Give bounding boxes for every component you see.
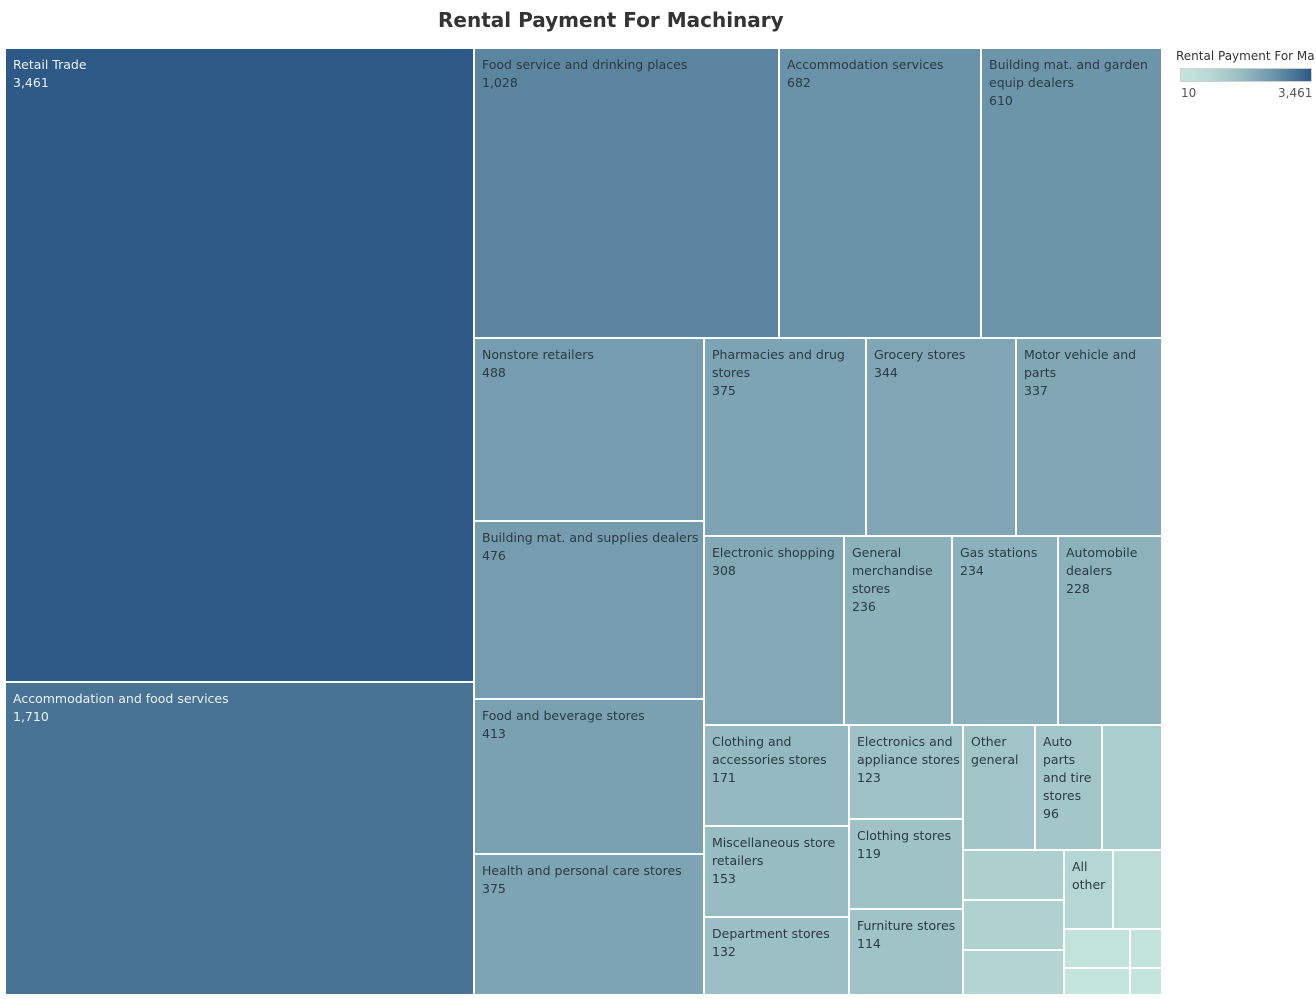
tile-value: 123	[857, 770, 881, 785]
treemap-tile[interactable]	[1102, 725, 1162, 850]
tile-value: 234	[960, 563, 984, 578]
treemap-tile[interactable]: Accommodation services 682	[779, 48, 981, 338]
tile-value: 413	[482, 726, 506, 741]
tile-label: Pharmacies and drug stores	[712, 347, 845, 380]
tile-value: 153	[712, 871, 736, 886]
tile-label: Clothing stores	[857, 828, 952, 843]
treemap-tile[interactable]: Auto parts and tire stores 96	[1035, 725, 1102, 850]
treemap-tile[interactable]: Automobile dealers 228	[1058, 536, 1162, 725]
tile-label: Furniture stores	[857, 918, 956, 933]
tile-label: Grocery stores	[874, 347, 966, 362]
tile-value: 1,028	[482, 75, 518, 90]
tile-value: 236	[852, 599, 876, 614]
treemap-tile[interactable]	[1113, 850, 1162, 929]
tile-value: 114	[857, 936, 881, 951]
tile-label: Accommodation services	[787, 57, 944, 72]
tile-value: 476	[482, 548, 506, 563]
tile-value: 682	[787, 75, 811, 90]
treemap-tile[interactable]	[963, 950, 1064, 995]
tile-label: Building mat. and garden equip dealers	[989, 57, 1148, 90]
treemap-tile[interactable]: Pharmacies and drug stores 375	[704, 338, 866, 536]
legend-color-ramp	[1180, 68, 1312, 82]
tile-value: 610	[989, 93, 1013, 108]
tile-value: 96	[1043, 806, 1059, 821]
tile-value: 228	[1066, 581, 1090, 596]
treemap-tile[interactable]: General merchandise stores 236	[844, 536, 952, 725]
treemap-tile[interactable]: Electronic shopping 308	[704, 536, 844, 725]
tile-label: Electronic shopping	[712, 545, 835, 560]
legend-max-label: 3,461	[1278, 86, 1313, 100]
tile-value: 375	[482, 881, 506, 896]
tile-label: Automobile dealers	[1066, 545, 1138, 578]
treemap-tile[interactable]: Clothing and accessories stores 171	[704, 725, 849, 826]
treemap-tile[interactable]: Building mat. and garden equip dealers 61…	[981, 48, 1162, 338]
tile-label: Department stores	[712, 926, 830, 941]
treemap-tile[interactable]: Nonstore retailers 488	[474, 338, 704, 521]
tile-value: 132	[712, 944, 736, 959]
tile-label: Other general	[971, 734, 1019, 767]
treemap-tile[interactable]: Electronics and appliance stores 123	[849, 725, 963, 819]
treemap-tile[interactable]	[963, 900, 1064, 950]
treemap-tile[interactable]: Food and beverage stores 413	[474, 699, 704, 854]
treemap-tile[interactable]	[1064, 968, 1130, 995]
tile-label: All other	[1072, 859, 1106, 892]
treemap-tile[interactable]: Building mat. and supplies dealers 476	[474, 521, 704, 699]
tile-label: Miscellaneous store retailers	[712, 835, 836, 868]
chart-title: Rental Payment For Machinary	[438, 8, 784, 32]
treemap-tile[interactable]	[1130, 968, 1162, 995]
tile-label: Electronics and appliance stores	[857, 734, 960, 767]
tile-label: Food service and drinking places	[482, 57, 688, 72]
tile-label: Auto parts and tire stores	[1043, 734, 1092, 803]
tile-value: 1,710	[13, 709, 49, 724]
tile-label: Retail Trade	[13, 57, 87, 72]
treemap-tile[interactable]: Furniture stores 114	[849, 909, 963, 995]
treemap-tile[interactable]: Health and personal care stores 375	[474, 854, 704, 995]
tile-label: Food and beverage stores	[482, 708, 645, 723]
treemap-tile[interactable]: Grocery stores 344	[866, 338, 1016, 536]
treemap-tile[interactable]	[963, 850, 1064, 900]
treemap-tile[interactable]	[1130, 929, 1162, 968]
treemap-tile[interactable]: Clothing stores 119	[849, 819, 963, 909]
tile-label: General merchandise stores	[852, 545, 933, 596]
tile-label: Gas stations	[960, 545, 1038, 560]
treemap-tile[interactable]: Miscellaneous store retailers 153	[704, 826, 849, 917]
tile-label: Nonstore retailers	[482, 347, 594, 362]
tile-label: Building mat. and supplies dealers	[482, 530, 699, 545]
treemap-tile[interactable]: Gas stations 234	[952, 536, 1058, 725]
treemap-tile[interactable]: Motor vehicle and parts 337	[1016, 338, 1162, 536]
treemap-tile[interactable]: Department stores 132	[704, 917, 849, 995]
tile-value: 119	[857, 846, 881, 861]
tile-value: 308	[712, 563, 736, 578]
treemap-tile[interactable]: All other	[1064, 850, 1113, 929]
tile-value: 488	[482, 365, 506, 380]
treemap-tile[interactable]: Food service and drinking places 1,028	[474, 48, 779, 338]
treemap-tile[interactable]: Retail Trade 3,461	[5, 48, 474, 682]
tile-label: Clothing and accessories stores	[712, 734, 827, 767]
legend-min-label: 10	[1181, 86, 1197, 100]
treemap-tile[interactable]: Accommodation and food services 1,710	[5, 682, 474, 995]
legend-title: Rental Payment For Ma..	[1176, 49, 1316, 63]
tile-value: 344	[874, 365, 898, 380]
tile-label: Motor vehicle and parts	[1024, 347, 1137, 380]
tile-value: 337	[1024, 383, 1048, 398]
tile-value: 375	[712, 383, 736, 398]
tile-value: 171	[712, 770, 736, 785]
tile-value: 3,461	[13, 75, 49, 90]
treemap-tile[interactable]	[1064, 929, 1130, 968]
treemap-tile[interactable]: Other general	[963, 725, 1035, 850]
tile-label: Health and personal care stores	[482, 863, 682, 878]
tile-label: Accommodation and food services	[13, 691, 229, 706]
